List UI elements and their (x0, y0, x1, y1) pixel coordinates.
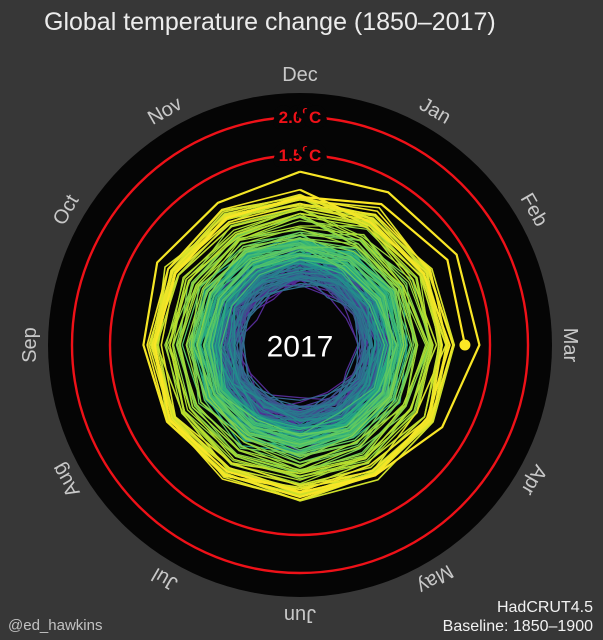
month-label-dec: Dec (282, 64, 318, 86)
temperature-ring-label-2: 2.0oC (279, 105, 322, 127)
spiral-year-line-1862 (231, 277, 363, 401)
current-month-dot (459, 339, 471, 351)
center-year-label: 2017 (267, 331, 334, 364)
spiral-year-line-2014 (146, 188, 454, 491)
plot-area-circle (48, 93, 552, 597)
spiral-year-line-2000 (168, 212, 438, 475)
spiral-year-line-1996 (171, 208, 428, 473)
page-title: Global temperature change (1850–2017) (44, 8, 496, 36)
spiral-year-line-2017 (299, 195, 466, 346)
spiral-year-line-1971 (211, 242, 397, 441)
month-label-oct: Oct (49, 191, 84, 229)
month-label-mar: Mar (559, 328, 581, 363)
data-source-block: HadCRUT4.5 Baseline: 1850–1900 (443, 598, 593, 636)
spiral-year-line-1908 (242, 272, 359, 409)
spiral-year-line-1997 (168, 206, 433, 481)
month-label-apr: Apr (516, 461, 551, 499)
temperature-ring-label-1.5: 1.5oC (279, 143, 322, 165)
spiral-year-line-1973 (181, 231, 412, 455)
spiral-year-line-1978 (192, 234, 405, 445)
month-label-jan: Jan (416, 94, 455, 129)
month-label-jun: Jun (284, 604, 316, 626)
author-credit: @ed_hawkins (8, 617, 103, 634)
spiral-year-line-1992 (185, 213, 417, 468)
spiral-year-line-2013 (151, 197, 449, 501)
spiral-year-line-1970 (198, 241, 405, 447)
spiral-year-line-1976 (203, 246, 398, 437)
spiral-year-line-1911 (236, 274, 367, 415)
spiral-year-line-1982 (186, 215, 407, 458)
temperature-ring-1.5 (108, 153, 492, 537)
spiral-year-line-2015 (142, 170, 451, 499)
spiral-year-line-2016 (153, 170, 481, 494)
spiral-year-line-1956 (218, 256, 389, 431)
temperature-ring-2 (70, 115, 530, 575)
spiral-year-line-1964 (220, 236, 386, 436)
month-label-sep: Sep (19, 327, 41, 363)
spiral-year-line-1999 (169, 197, 434, 478)
month-label-jul: Jul (148, 563, 181, 595)
dataset-label: HadCRUT4.5 (496, 599, 593, 616)
spiral-year-line-1967 (197, 247, 399, 443)
baseline-label: Baseline: 1850–1900 (442, 618, 593, 635)
spiral-year-line-1909 (238, 272, 361, 408)
